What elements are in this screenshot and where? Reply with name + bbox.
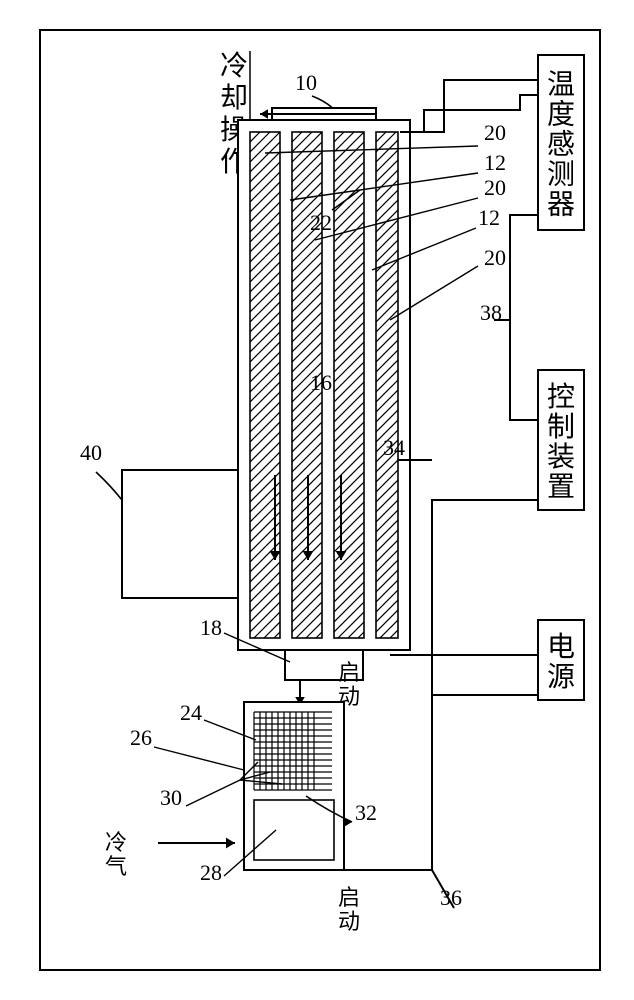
- wire: [344, 695, 538, 870]
- temp-sensor-block-label: 器: [547, 190, 575, 221]
- qidong-label: 启: [338, 660, 360, 685]
- control-block-label: 控: [547, 381, 575, 413]
- ref-label: 12: [478, 205, 500, 230]
- ref-label: 20: [484, 245, 506, 270]
- control-block-label: 装: [547, 441, 575, 473]
- ref-label: 38: [480, 300, 502, 325]
- temp-sensor-block-label: 度: [547, 99, 575, 131]
- ref-label: 12: [484, 150, 506, 175]
- power-block-label: 电: [547, 631, 575, 663]
- wire: [400, 95, 538, 132]
- ref-label: 32: [355, 800, 377, 825]
- ref-label: 36: [440, 885, 462, 910]
- ref-label: 40: [80, 440, 102, 465]
- lengqi-label: 气: [105, 854, 127, 879]
- temp-sensor-block-label: 温: [547, 70, 575, 101]
- qidong-label: 动: [338, 684, 360, 709]
- ref-label: 20: [484, 120, 506, 145]
- wire: [410, 80, 538, 132]
- ref-label: 18: [200, 615, 222, 640]
- qidong-label: 启: [338, 885, 360, 910]
- qidong-label: 动: [338, 909, 360, 934]
- wire: [510, 215, 538, 420]
- title-char: 冷: [220, 50, 248, 82]
- ref-label: 26: [130, 725, 152, 750]
- ref-label: 10: [295, 70, 317, 95]
- control-block-label: 制: [547, 411, 575, 443]
- wire: [390, 655, 432, 695]
- diagram-canvas: 冷却操作温度感测器控制装置电源1022164020122012203834182…: [0, 0, 634, 1000]
- ref-label: 20: [484, 175, 506, 200]
- ref-label: 34: [383, 435, 405, 460]
- lengqi-label: 冷: [105, 830, 127, 855]
- ref-label: 30: [160, 785, 182, 810]
- ref-label: 24: [180, 700, 202, 725]
- wire: [432, 500, 538, 655]
- control-block-label: 置: [547, 472, 575, 503]
- ref-label: 22: [310, 210, 332, 235]
- ref-label: 16: [310, 370, 332, 395]
- temp-sensor-block-label: 测: [547, 160, 575, 191]
- ref-label: 28: [200, 860, 222, 885]
- title-char: 却: [220, 82, 248, 114]
- power-block-label: 源: [547, 662, 575, 693]
- temp-sensor-block-label: 感: [547, 129, 575, 161]
